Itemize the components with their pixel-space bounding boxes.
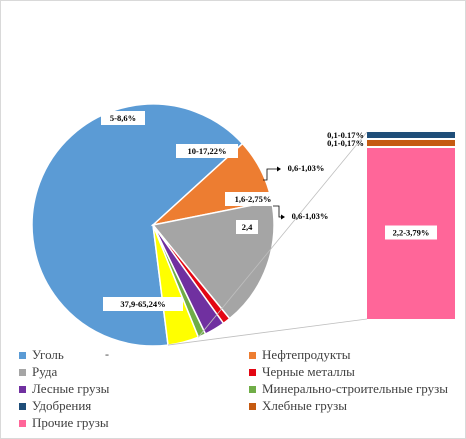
data-label-bg-0 (103, 297, 183, 311)
legend-swatch (19, 385, 26, 393)
data-label-bg-2 (176, 144, 238, 158)
data-label-6: 2,4 (242, 222, 253, 232)
stray-dash-mark: - (105, 347, 109, 361)
leader-arrow-3 (277, 166, 281, 172)
bar-label-2: 0,1-0.17% (327, 130, 364, 140)
legend-item: Хлебные грузы (249, 398, 459, 414)
legend-label: Удобрения (32, 398, 92, 413)
legend-label: Уголь (32, 347, 64, 362)
data-label-2: 10-17,22% (188, 146, 227, 156)
data-label-1: 5-8,6% (110, 113, 136, 123)
legend-swatch (249, 368, 256, 376)
connector-line-bottom (167, 318, 368, 346)
legend-item: Лесные грузы (19, 381, 249, 397)
legend-label: Лесные грузы (32, 381, 110, 396)
chart-legend: Уголь Нефтепродукты Руда Черные металлы Лесн… (19, 347, 459, 431)
legend-item: Нефтепродукты (249, 347, 459, 363)
data-label-bg-6 (236, 220, 258, 234)
data-label-bg-4 (225, 192, 281, 206)
bar-label-1: 0,1-0,17% (327, 138, 364, 148)
legend-item: Удобрения (19, 398, 249, 414)
legend-item: Руда (19, 364, 249, 380)
legend-item: Черные металлы (249, 364, 459, 380)
legend-item: Минерально-строительные грузы (249, 381, 459, 397)
data-label-0: 37,9-65,24% (120, 299, 165, 309)
leader-arrow-5 (281, 214, 285, 220)
connector-line-top (198, 131, 368, 338)
bar-segment-1 (367, 140, 455, 146)
legend-swatch (249, 351, 256, 359)
legend-swatch (19, 368, 26, 376)
data-label-4: 1,6-2,75% (235, 194, 272, 204)
legend-label: Хлебные грузы (262, 398, 348, 413)
legend-swatch (19, 351, 26, 359)
legend-label: Прочие грузы (32, 415, 109, 430)
bar-label-bg-0 (385, 225, 437, 240)
legend-item: Прочие грузы (19, 415, 249, 431)
legend-item: Уголь (19, 347, 249, 363)
legend-label: Черные металлы (262, 364, 355, 379)
data-label-bg-1 (101, 111, 145, 125)
legend-swatch (19, 402, 26, 410)
data-label-5: 0,6-1,03% (292, 211, 329, 221)
legend-label: Нефтепродукты (262, 347, 351, 362)
bar-segment-2 (367, 132, 455, 138)
bar-of-pie-chart: 37,9-65,24% 5-8,6% 10-17,22% 0,6-1,03% 1,6-2… (31, 103, 455, 347)
legend-swatch (19, 419, 26, 427)
legend-label: Минерально-строительные грузы (262, 381, 449, 396)
legend-swatch (249, 385, 256, 393)
legend-label: Руда (32, 364, 58, 379)
pie-slice-0 (31, 103, 244, 347)
bar-label-0: 2,2-3,79% (393, 228, 430, 238)
legend-swatch (249, 402, 256, 410)
leader-line-3 (263, 168, 279, 181)
data-label-3: 0,6-1,03% (288, 163, 325, 173)
